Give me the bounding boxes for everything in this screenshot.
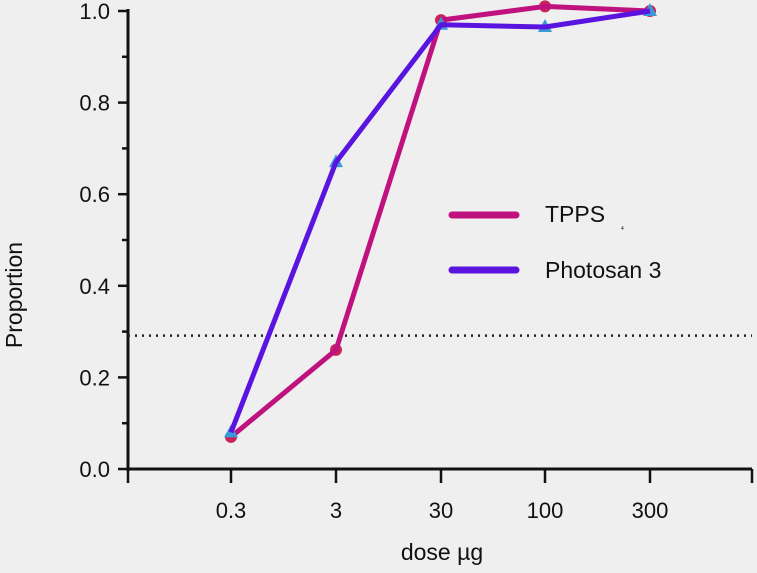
legend: TPPS 4 Photosan 3 bbox=[448, 201, 661, 283]
x-axis-title: dose µg bbox=[401, 539, 483, 565]
x-tick-label: 100 bbox=[527, 498, 564, 523]
y-tick-label: 0.0 bbox=[79, 457, 110, 482]
x-tick-label: 30 bbox=[429, 498, 453, 523]
axes: 0.0 0.2 0.4 0.6 0.8 1.0 0.3 3 30 100 300 bbox=[79, 0, 754, 523]
y-tick-label: 0.4 bbox=[79, 274, 110, 299]
y-tick-label: 0.6 bbox=[79, 182, 110, 207]
x-tick-label: 0.3 bbox=[216, 498, 247, 523]
legend-subscript-tpps: 4 bbox=[621, 226, 624, 232]
y-tick-label: 0.8 bbox=[79, 91, 110, 116]
series-group bbox=[224, 0, 657, 443]
legend-label-photosan: Photosan 3 bbox=[545, 257, 661, 283]
legend-label-tpps: TPPS bbox=[545, 201, 605, 227]
y-tick-label: 1.0 bbox=[79, 0, 110, 24]
y-tick-label: 0.2 bbox=[79, 365, 110, 390]
x-tick-label: 300 bbox=[632, 498, 669, 523]
series-photosan-3 bbox=[224, 3, 657, 438]
x-tick-label: 3 bbox=[330, 498, 342, 523]
y-axis-title: Proportion bbox=[1, 242, 27, 348]
series-line-photosan-3 bbox=[228, 8, 651, 434]
